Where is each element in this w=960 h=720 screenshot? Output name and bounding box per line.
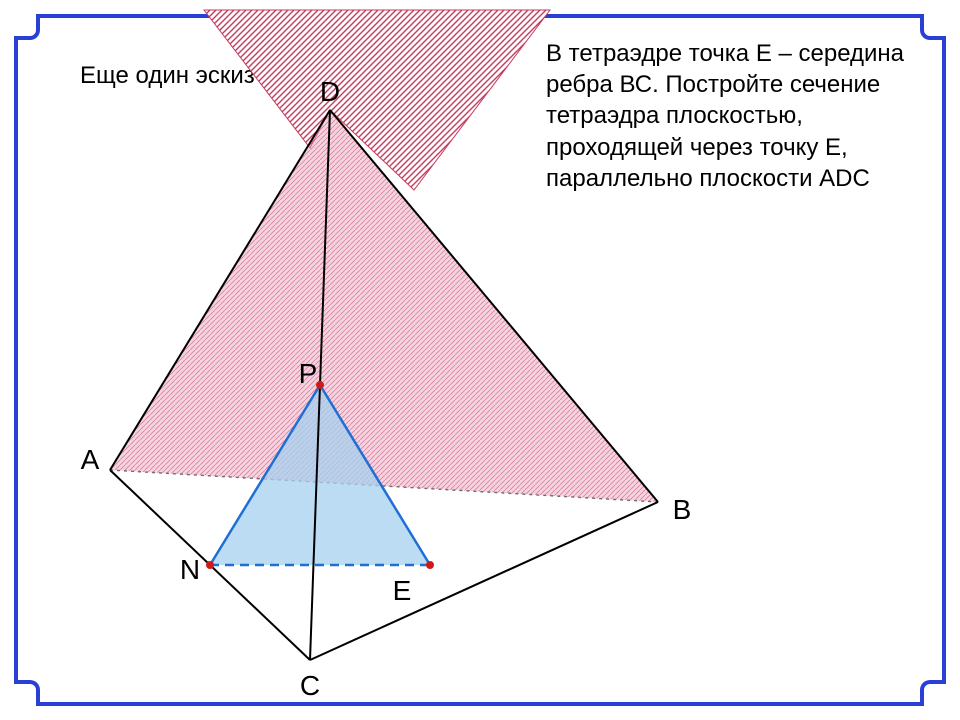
slide: Еще один эскиз к задаче В тетраэдре точк… bbox=[0, 0, 960, 720]
label-A: A bbox=[81, 444, 100, 476]
label-B: B bbox=[673, 494, 692, 526]
frame-corner bbox=[920, 14, 946, 40]
diagram-svg bbox=[40, 30, 740, 690]
label-P: P bbox=[299, 358, 318, 390]
label-E: E bbox=[393, 575, 412, 607]
label-N: N bbox=[180, 554, 200, 586]
point-N bbox=[206, 561, 214, 569]
face-abd bbox=[110, 110, 658, 502]
frame-corner bbox=[14, 680, 40, 706]
label-D: D bbox=[320, 76, 340, 108]
label-C: C bbox=[300, 670, 320, 702]
frame-corner bbox=[920, 680, 946, 706]
frame-corner bbox=[14, 14, 40, 40]
point-E bbox=[426, 561, 434, 569]
top-flag bbox=[204, 10, 550, 190]
diagram: ABCDENP bbox=[40, 30, 740, 690]
